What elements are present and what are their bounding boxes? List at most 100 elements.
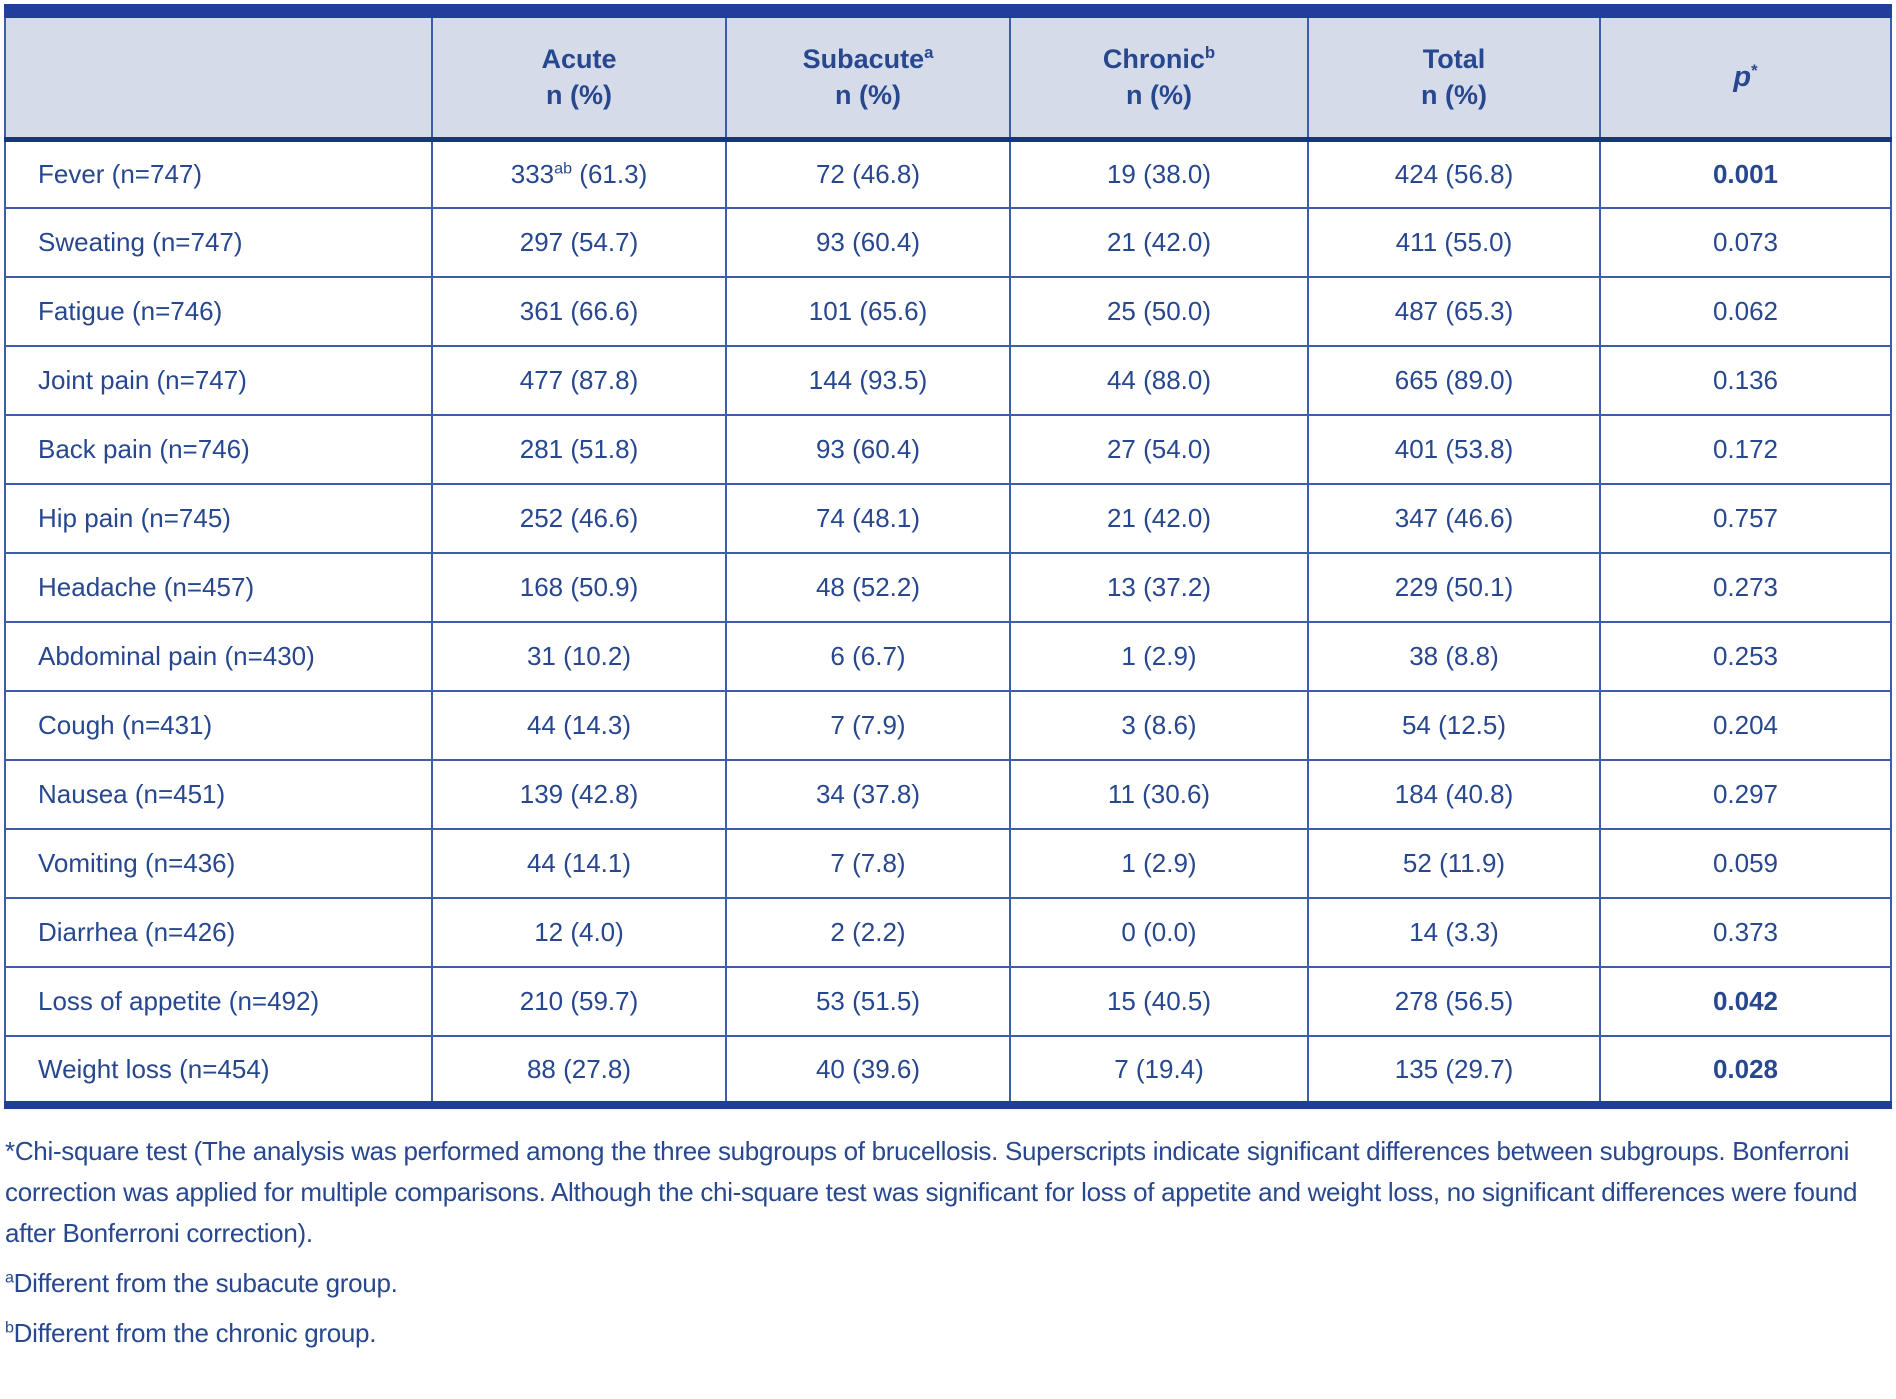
header-superscript: * <box>1751 60 1758 80</box>
p-value-cell: 0.204 <box>1599 690 1891 760</box>
acute-cell: 139 (42.8) <box>431 759 726 829</box>
footnote-text: Chi-square test (The analysis was perfor… <box>5 1136 1858 1249</box>
total-cell: 38 (8.8) <box>1307 621 1600 691</box>
symptom-cell: Headache (n=457) <box>5 552 432 622</box>
acute-cell: 281 (51.8) <box>431 414 726 484</box>
table-row: Loss of appetite (n=492) 210 (59.7) 53 (51… <box>5 966 1891 1036</box>
symptom-cell: Diarrhea (n=426) <box>5 897 432 967</box>
chronic-cell: 19 (38.0) <box>1009 139 1308 208</box>
footnote-marker: b <box>5 1318 14 1337</box>
table-row: Joint pain (n=747) 477 (87.8) 144 (93.5) 44… <box>5 345 1891 415</box>
chronic-cell: 13 (37.2) <box>1009 552 1308 622</box>
header-subtitle: n (%) <box>1126 80 1192 111</box>
subacute-cell: 7 (7.8) <box>725 828 1010 898</box>
footnote-marker: a <box>5 1268 14 1287</box>
symptom-cell: Vomiting (n=436) <box>5 828 432 898</box>
chronic-cell: 0 (0.0) <box>1009 897 1308 967</box>
column-header-p-value: p* <box>1599 18 1891 142</box>
subacute-cell: 40 (39.6) <box>725 1035 1010 1105</box>
total-cell: 54 (12.5) <box>1307 690 1600 760</box>
acute-cell: 333ab (61.3) <box>431 139 726 208</box>
total-cell: 401 (53.8) <box>1307 414 1600 484</box>
table-row: Hip pain (n=745) 252 (46.6) 74 (48.1) 21 (4… <box>5 483 1891 553</box>
acute-cell: 477 (87.8) <box>431 345 726 415</box>
p-value-cell: 0.136 <box>1599 345 1891 415</box>
subacute-cell: 53 (51.5) <box>725 966 1010 1036</box>
p-value-cell: 0.373 <box>1599 897 1891 967</box>
table-row: Nausea (n=451) 139 (42.8) 34 (37.8) 11 (30.… <box>5 759 1891 829</box>
column-header-total: Total n (%) <box>1307 18 1600 142</box>
table-row: Fatigue (n=746) 361 (66.6) 101 (65.6) 25 (5… <box>5 276 1891 346</box>
acute-cell: 44 (14.3) <box>431 690 726 760</box>
chronic-cell: 21 (42.0) <box>1009 207 1308 277</box>
chronic-cell: 11 (30.6) <box>1009 759 1308 829</box>
total-cell: 411 (55.0) <box>1307 207 1600 277</box>
p-value-cell: 0.001 <box>1599 139 1891 208</box>
symptom-cell: Loss of appetite (n=492) <box>5 966 432 1036</box>
table-row: Sweating (n=747) 297 (54.7) 93 (60.4) 21 (4… <box>5 207 1891 277</box>
p-value-cell: 0.059 <box>1599 828 1891 898</box>
header-subtitle: n (%) <box>546 80 612 111</box>
total-cell: 665 (89.0) <box>1307 345 1600 415</box>
p-value-cell: 0.172 <box>1599 414 1891 484</box>
total-cell: 278 (56.5) <box>1307 966 1600 1036</box>
footnote-marker: * <box>5 1136 15 1166</box>
subacute-cell: 48 (52.2) <box>725 552 1010 622</box>
p-value-cell: 0.273 <box>1599 552 1891 622</box>
symptom-cell: Back pain (n=746) <box>5 414 432 484</box>
total-cell: 487 (65.3) <box>1307 276 1600 346</box>
symptoms-table: Acute n (%) Subacutea n (%) Chronicb n (… <box>4 18 1892 1109</box>
p-value-cell: 0.253 <box>1599 621 1891 691</box>
symptom-cell: Sweating (n=747) <box>5 207 432 277</box>
acute-cell: 31 (10.2) <box>431 621 726 691</box>
acute-cell: 252 (46.6) <box>431 483 726 553</box>
header-subtitle: n (%) <box>835 80 901 111</box>
chronic-cell: 1 (2.9) <box>1009 828 1308 898</box>
subacute-cell: 74 (48.1) <box>725 483 1010 553</box>
total-cell: 14 (3.3) <box>1307 897 1600 967</box>
symptom-cell: Fatigue (n=746) <box>5 276 432 346</box>
table-body: Fever (n=747) 333ab (61.3) 72 (46.8) 19 (38… <box>5 139 1891 1105</box>
subacute-cell: 6 (6.7) <box>725 621 1010 691</box>
chronic-cell: 25 (50.0) <box>1009 276 1308 346</box>
footnote-b: bDifferent from the chronic group. <box>5 1313 1891 1354</box>
table-figure: Acute n (%) Subacutea n (%) Chronicb n (… <box>0 4 1896 1399</box>
chronic-cell: 21 (42.0) <box>1009 483 1308 553</box>
acute-cell: 88 (27.8) <box>431 1035 726 1105</box>
subacute-cell: 72 (46.8) <box>725 139 1010 208</box>
table-row: Diarrhea (n=426) 12 (4.0) 2 (2.2) 0 (0.0) 14… <box>5 897 1891 967</box>
symptom-cell: Hip pain (n=745) <box>5 483 432 553</box>
p-value-cell: 0.042 <box>1599 966 1891 1036</box>
acute-cell: 44 (14.1) <box>431 828 726 898</box>
acute-cell: 168 (50.9) <box>431 552 726 622</box>
footnote-a: aDifferent from the subacute group. <box>5 1263 1891 1304</box>
chronic-cell: 3 (8.6) <box>1009 690 1308 760</box>
table-header: Acute n (%) Subacutea n (%) Chronicb n (… <box>5 18 1891 142</box>
footnote-chi-square: *Chi-square test (The analysis was perfo… <box>5 1131 1891 1254</box>
subacute-cell: 101 (65.6) <box>725 276 1010 346</box>
header-title: Total <box>1422 43 1486 74</box>
symptom-cell: Cough (n=431) <box>5 690 432 760</box>
acute-cell: 297 (54.7) <box>431 207 726 277</box>
subacute-cell: 93 (60.4) <box>725 207 1010 277</box>
chronic-cell: 44 (88.0) <box>1009 345 1308 415</box>
subacute-cell: 34 (37.8) <box>725 759 1010 829</box>
symptom-cell: Fever (n=747) <box>38 158 203 189</box>
acute-cell: 12 (4.0) <box>431 897 726 967</box>
total-cell: 135 (29.7) <box>1307 1035 1600 1105</box>
column-header-acute: Acute n (%) <box>431 18 726 142</box>
p-value-cell: 0.062 <box>1599 276 1891 346</box>
table-top-bar <box>4 4 1892 18</box>
total-cell: 184 (40.8) <box>1307 759 1600 829</box>
chronic-cell: 15 (40.5) <box>1009 966 1308 1036</box>
header-title: Subacute <box>802 43 925 74</box>
chronic-cell: 1 (2.9) <box>1009 621 1308 691</box>
table-row: Headache (n=457) 168 (50.9) 48 (52.2) 13 (3… <box>5 552 1891 622</box>
header-subtitle: n (%) <box>1421 80 1487 111</box>
subacute-cell: 7 (7.9) <box>725 690 1010 760</box>
p-value-cell: 0.297 <box>1599 759 1891 829</box>
footnote-text: Different from the chronic group. <box>13 1318 377 1349</box>
symptom-cell: Abdominal pain (n=430) <box>5 621 432 691</box>
chronic-cell: 7 (19.4) <box>1009 1035 1308 1105</box>
column-header-subacute: Subacutea n (%) <box>725 18 1010 142</box>
